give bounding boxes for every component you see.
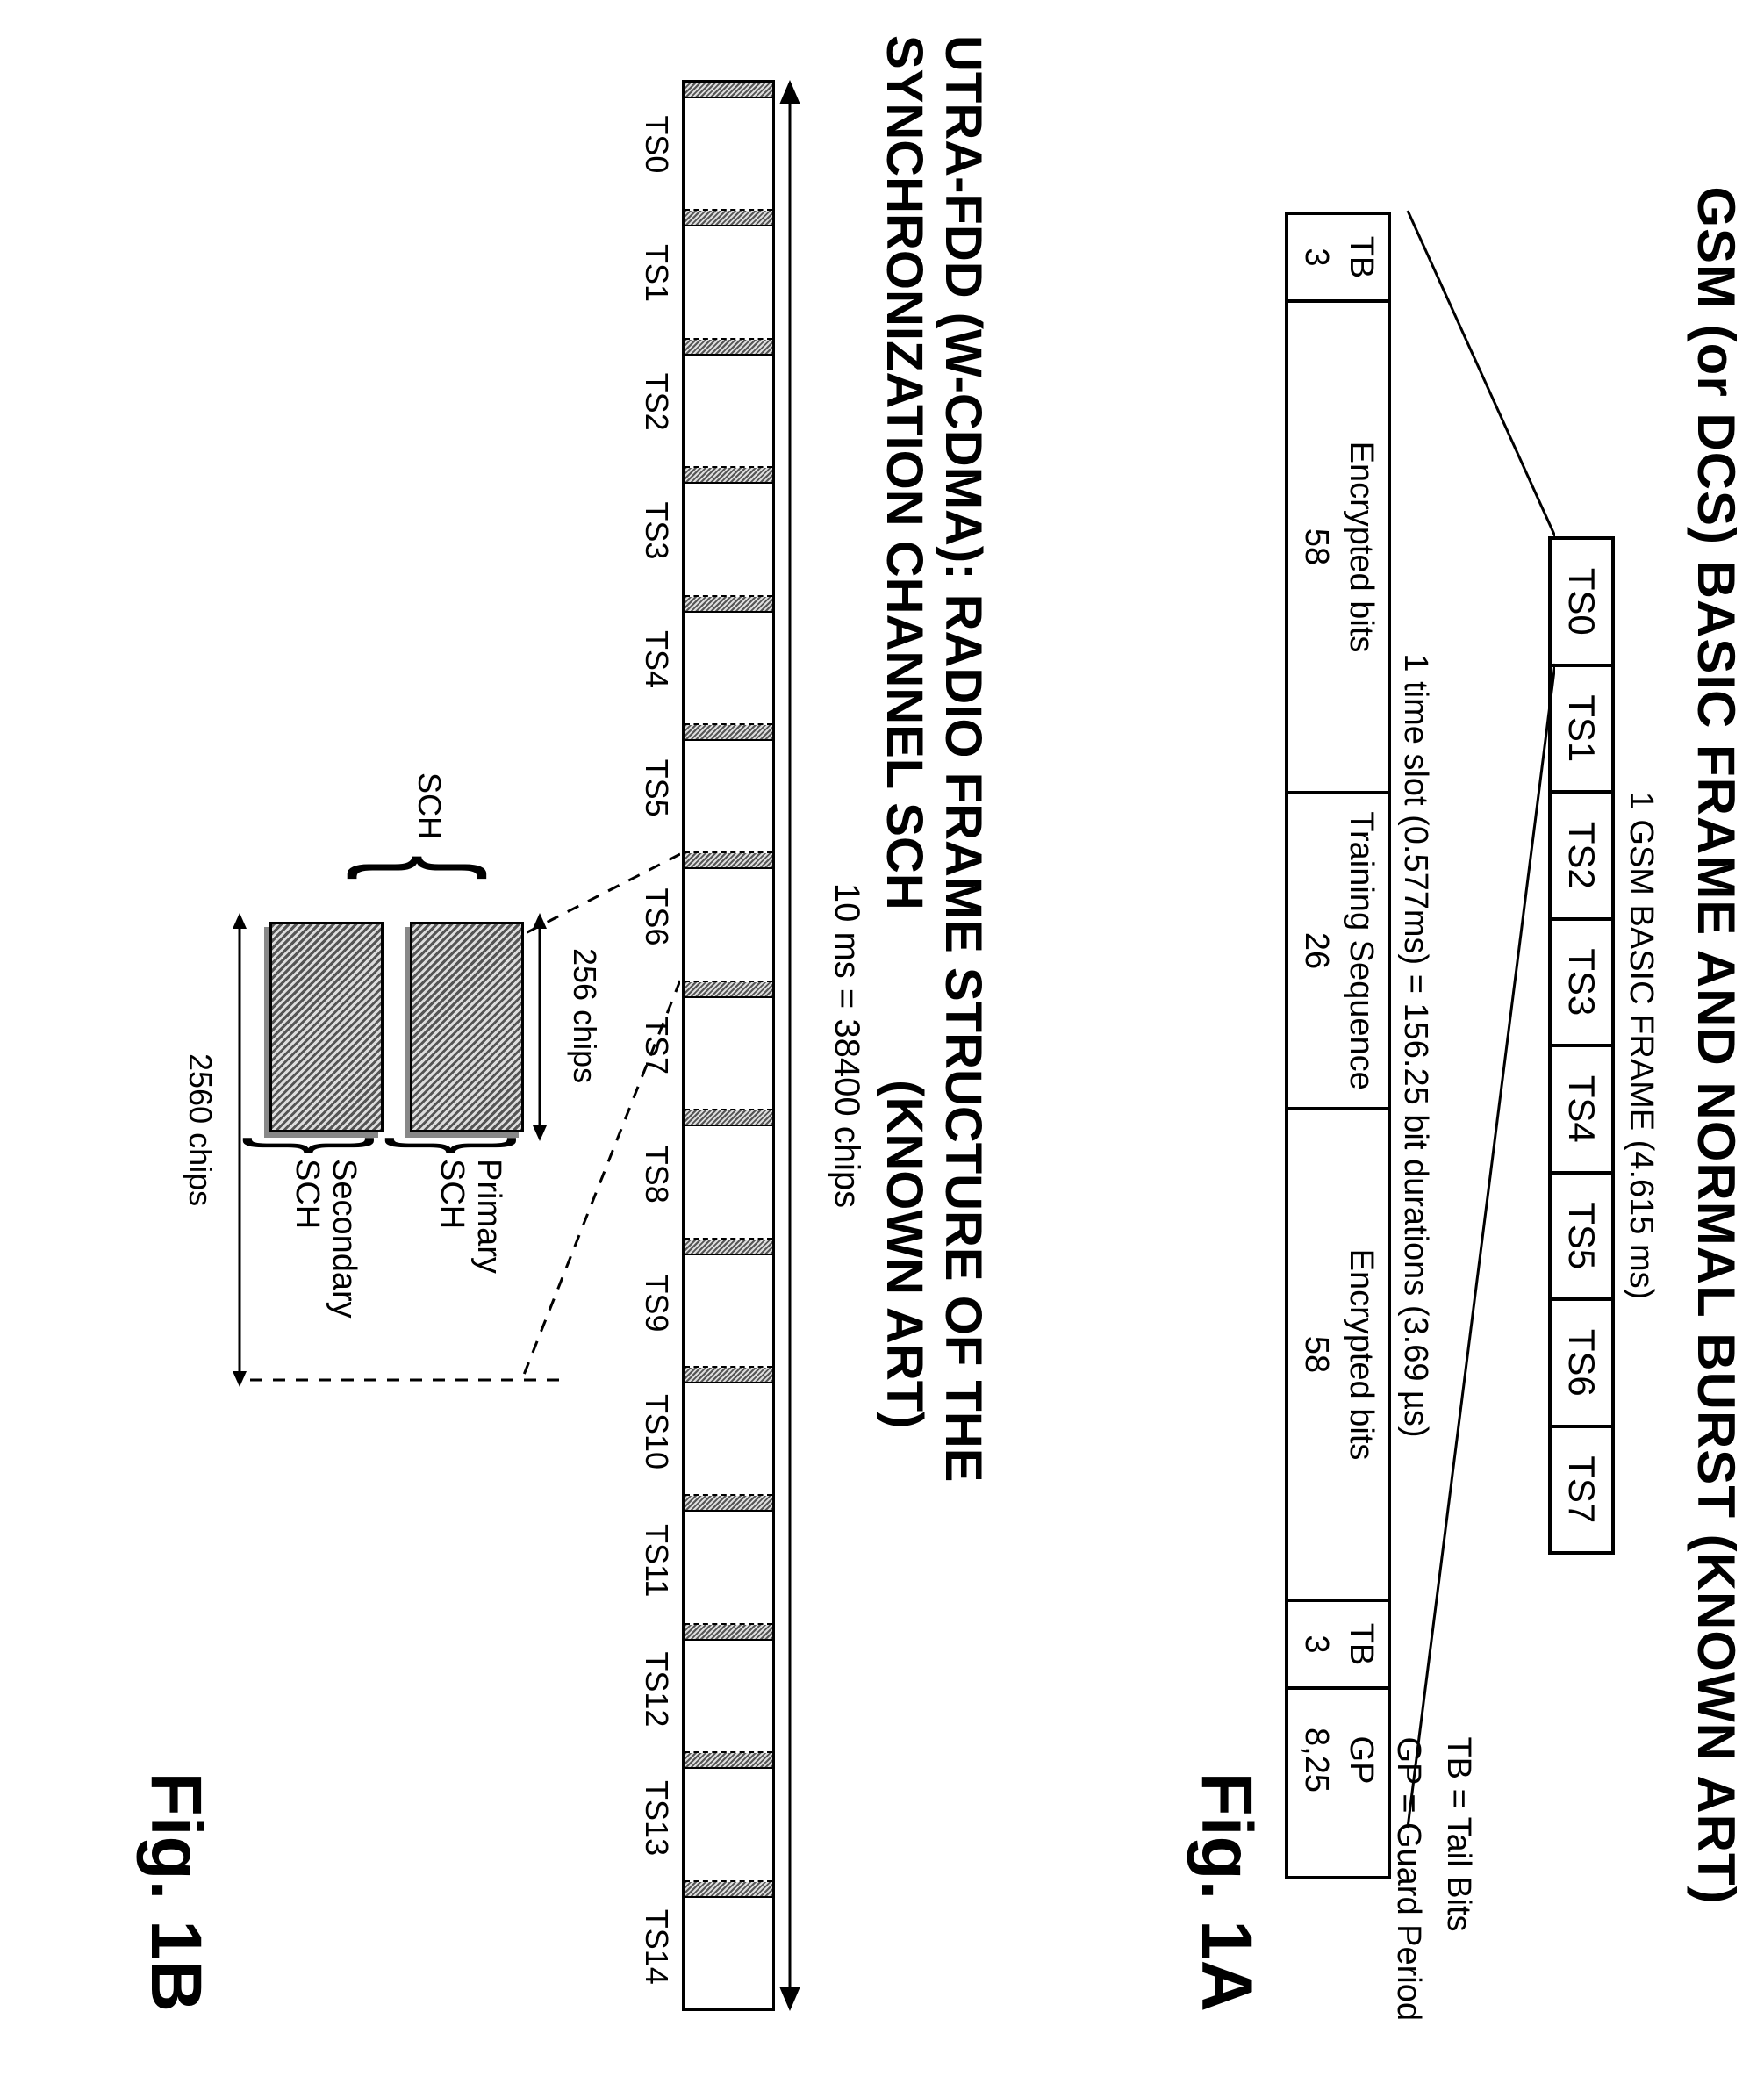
sch-slot-label-14: TS14 bbox=[638, 1882, 675, 2011]
chips2560-text: 2560 chips bbox=[182, 1053, 219, 1206]
figure-1a: GSM (or DCS) BASIC FRAME AND NORMAL BURS… bbox=[1044, 0, 1746, 2091]
fig1b-title-l2: SYNCHRONIZATION CHANNEL SCH bbox=[876, 35, 933, 910]
duration-text: 10 ms = 38400 chips bbox=[827, 80, 866, 2011]
burst-cell-0: TB3 bbox=[1288, 215, 1388, 303]
chips256-text: 256 chips bbox=[566, 948, 603, 1083]
burst-caption: 1 time slot (0.577ms) = 156.25 bit durat… bbox=[1396, 212, 1434, 1879]
sch-bar-2 bbox=[685, 340, 772, 356]
sch-track bbox=[682, 80, 775, 2011]
sch-detail: SCH { 256 chips Primary SCH } Secondary … bbox=[269, 922, 524, 1378]
sch-bar-4 bbox=[685, 597, 772, 613]
primary-sch-label: Primary SCH bbox=[433, 1159, 506, 1274]
figure-1b: UTRA-FDD (W-CDMA): RADIO FRAME STRUCTURE… bbox=[0, 0, 992, 2091]
sch-slot-label-5: TS5 bbox=[638, 723, 675, 852]
dim-2560 bbox=[217, 913, 252, 1387]
sch-slot-5 bbox=[685, 723, 772, 851]
fig1b-title: UTRA-FDD (W-CDMA): RADIO FRAME STRUCTURE… bbox=[875, 35, 992, 2091]
burst-cell-1: Encrypted bits58 bbox=[1288, 303, 1388, 794]
sch-slot-10 bbox=[685, 1366, 772, 1494]
legend-tb: TB = Tail Bits bbox=[1433, 1736, 1483, 2021]
secondary-brace-icon: } bbox=[250, 1137, 391, 1153]
sch-bar-6 bbox=[685, 853, 772, 869]
sch-slot-label-9: TS9 bbox=[638, 1239, 675, 1368]
sch-bar-11 bbox=[685, 1496, 772, 1512]
dim-256 bbox=[529, 913, 564, 1141]
sch-slot-4 bbox=[685, 595, 772, 723]
sch-slot-label-8: TS8 bbox=[638, 1110, 675, 1239]
gsm-slot-3: TS3 bbox=[1552, 921, 1611, 1048]
sch-slot-13 bbox=[685, 1751, 772, 1879]
gsm-slot-1: TS1 bbox=[1552, 667, 1611, 794]
sch-bar-12 bbox=[685, 1625, 772, 1641]
gsm-slot-7: TS7 bbox=[1552, 1428, 1611, 1552]
secondary-sch-label: Secondary SCH bbox=[288, 1159, 362, 1319]
burst: TB3Encrypted bits58Training Sequence26En… bbox=[1285, 212, 1391, 1879]
sch-slot-label-4: TS4 bbox=[638, 595, 675, 724]
sch-bar-7 bbox=[685, 982, 772, 998]
sch-bar-14 bbox=[685, 1882, 772, 1898]
sch-slot-label-6: TS6 bbox=[638, 852, 675, 981]
gsm-slot-4: TS4 bbox=[1552, 1047, 1611, 1175]
fig1b-title-l1: UTRA-FDD (W-CDMA): RADIO FRAME STRUCTURE… bbox=[933, 35, 992, 2091]
gsm-slot-5: TS5 bbox=[1552, 1175, 1611, 1302]
burst-cell-5: GP8,25 bbox=[1288, 1690, 1388, 1830]
fig1a-title: GSM (or DCS) BASIC FRAME AND NORMAL BURS… bbox=[1686, 0, 1746, 2091]
sch-bar-1 bbox=[685, 211, 772, 226]
sch-slot-3 bbox=[685, 466, 772, 594]
sch-slot-12 bbox=[685, 1623, 772, 1751]
gsm-slot-6: TS6 bbox=[1552, 1301, 1611, 1428]
sch-slot-label-10: TS10 bbox=[638, 1368, 675, 1497]
dashed-right-edge bbox=[243, 1371, 559, 1389]
secondary-sch-block bbox=[269, 922, 384, 1132]
gsm-slot-2: TS2 bbox=[1552, 794, 1611, 921]
sch-slot-label-13: TS13 bbox=[638, 1754, 675, 1883]
sch-bar-5 bbox=[685, 725, 772, 741]
primary-brace-icon: } bbox=[392, 1137, 533, 1153]
sch-curly: SCH { bbox=[369, 772, 489, 893]
sch-bar-8 bbox=[685, 1110, 772, 1126]
sch-bar-10 bbox=[685, 1368, 772, 1383]
gsm-frame: TS0TS1TS2TS3TS4TS5TS6TS7 bbox=[1548, 536, 1615, 1555]
sch-slot-label-7: TS7 bbox=[638, 981, 675, 1110]
sch-slot-11 bbox=[685, 1494, 772, 1622]
sch-slot-label-1: TS1 bbox=[638, 209, 675, 338]
curly-brace-icon: { bbox=[369, 855, 489, 880]
fig1a-label: Fig. 1A bbox=[1185, 0, 1267, 2091]
fig1a-frame-caption: 1 GSM BASIC FRAME (4.615 ms) bbox=[1622, 0, 1660, 2091]
fig1b-label: Fig. 1B bbox=[134, 0, 217, 2091]
sch-slot-6 bbox=[685, 851, 772, 980]
sch-slot-2 bbox=[685, 338, 772, 466]
burst-cell-3: Encrypted bits58 bbox=[1288, 1110, 1388, 1602]
burst-cell-2: Training Sequence26 bbox=[1288, 794, 1388, 1110]
sch-slot-1 bbox=[685, 209, 772, 337]
sch-slot-label-2: TS2 bbox=[638, 337, 675, 466]
fig1b-known: (KNOWN ART) bbox=[876, 1080, 933, 1428]
sch-slot-label-3: TS3 bbox=[638, 466, 675, 595]
sch-bar-3 bbox=[685, 468, 772, 484]
sch-slot-0 bbox=[685, 83, 772, 209]
burst-cell-4: TB3 bbox=[1288, 1602, 1388, 1690]
sch-labels: TS0TS1TS2TS3TS4TS5TS6TS7TS8TS9TS10TS11TS… bbox=[638, 80, 675, 2011]
sch-slot-8 bbox=[685, 1109, 772, 1237]
sch-slot-label-11: TS11 bbox=[638, 1496, 675, 1625]
duration-row: 10 ms = 38400 chips bbox=[814, 80, 866, 2011]
sch-slot-label-0: TS0 bbox=[638, 80, 675, 209]
sch-slot-label-12: TS12 bbox=[638, 1625, 675, 1754]
gsm-slot-0: TS0 bbox=[1552, 540, 1611, 667]
primary-sch-block bbox=[410, 922, 524, 1132]
sch-bar-0 bbox=[685, 83, 772, 98]
sch-slot-7 bbox=[685, 981, 772, 1109]
sch-bar-9 bbox=[685, 1240, 772, 1255]
duration-arrow bbox=[775, 80, 805, 2011]
sch-label: SCH bbox=[411, 772, 448, 839]
sch-frame: TS0TS1TS2TS3TS4TS5TS6TS7TS8TS9TS10TS11TS… bbox=[638, 80, 775, 2011]
sch-slot-9 bbox=[685, 1238, 772, 1366]
sch-slot-14 bbox=[685, 1880, 772, 2008]
sch-bar-13 bbox=[685, 1753, 772, 1769]
